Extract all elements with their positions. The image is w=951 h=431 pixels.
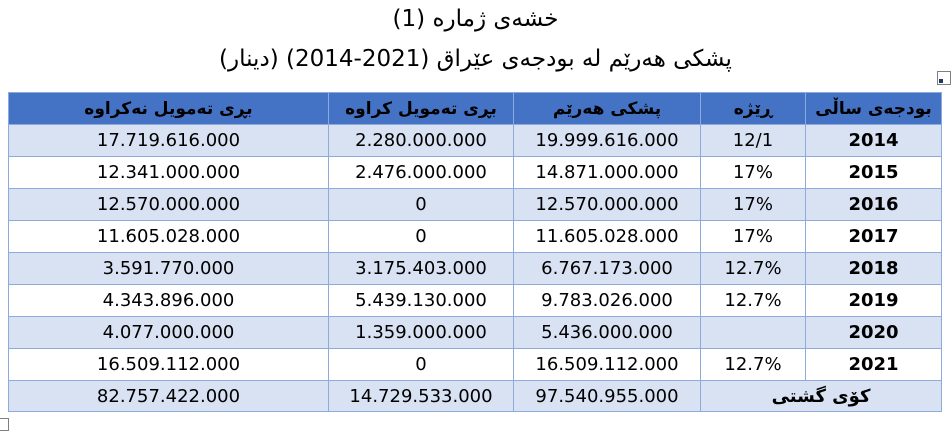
total-funded-value: 14.729.533.000: [328, 380, 514, 412]
cell-year: 2019: [805, 284, 942, 317]
cell-not-funded: 11.605.028.000: [8, 220, 329, 253]
cell-share: 6.767.173.000: [513, 252, 701, 285]
cell-funded: 0: [328, 188, 514, 221]
cell-share: 5.436.000.000: [513, 316, 701, 349]
cell-year: 2016: [805, 188, 942, 221]
col-header-funded: بڕی تەمویل کراوە: [328, 92, 514, 125]
cell-funded: 3.175.403.000: [328, 252, 514, 285]
cell-not-funded: 3.591.770.000: [8, 252, 329, 285]
table-row: 2017 17% 11.605.028.000 0 11.605.028.000: [8, 220, 942, 253]
cell-share: 19.999.616.000: [513, 124, 701, 157]
table-row: 2014 12/1 19.999.616.000 2.280.000.000 1…: [8, 124, 942, 157]
cell-year: 2015: [805, 156, 942, 189]
table-move-handle[interactable]: [937, 71, 951, 85]
table-row: 2019 12.7% 9.783.026.000 5.439.130.000 4…: [8, 284, 942, 317]
table-resize-handle[interactable]: [0, 418, 9, 431]
col-header-share: پشکی هەرێم: [513, 92, 701, 125]
cell-not-funded: 4.343.896.000: [8, 284, 329, 317]
cell-year: 2020: [805, 316, 942, 349]
cell-share: 14.871.000.000: [513, 156, 701, 189]
table-row: 2016 17% 12.570.000.000 0 12.570.000.000: [8, 188, 942, 221]
cell-share: 16.509.112.000: [513, 348, 701, 381]
cell-funded: 2.476.000.000: [328, 156, 514, 189]
cell-not-funded: 16.509.112.000: [8, 348, 329, 381]
cell-ratio: 17%: [700, 188, 806, 221]
cell-year: 2021: [805, 348, 942, 381]
col-header-ratio: ڕێژە: [700, 92, 806, 125]
col-header-not-funded: بڕی تەمویل نەکراوە: [8, 92, 329, 125]
cell-share: 11.605.028.000: [513, 220, 701, 253]
cell-ratio: 17%: [700, 156, 806, 189]
title-line-2: پشکی هەرێم لە بودجەی عێراق (2021-2014) (…: [219, 46, 732, 72]
cell-ratio: 12.7%: [700, 284, 806, 317]
cell-funded: 0: [328, 220, 514, 253]
cell-funded: 0: [328, 348, 514, 381]
cell-share: 9.783.026.000: [513, 284, 701, 317]
table-row: 2021 12.7% 16.509.112.000 0 16.509.112.0…: [8, 348, 942, 381]
col-header-year: بودجەی ساڵی: [805, 92, 942, 125]
cell-year: 2014: [805, 124, 942, 157]
budget-table: بودجەی ساڵی ڕێژە پشکی هەرێم بڕی تەمویل ک…: [8, 92, 942, 412]
cell-funded: 2.280.000.000: [328, 124, 514, 157]
cell-ratio: 17%: [700, 220, 806, 253]
total-not-funded-value: 82.757.422.000: [8, 380, 329, 412]
header-row: بودجەی ساڵی ڕێژە پشکی هەرێم بڕی تەمویل ک…: [8, 92, 942, 125]
cell-not-funded: 12.341.000.000: [8, 156, 329, 189]
cell-year: 2018: [805, 252, 942, 285]
cell-share: 12.570.000.000: [513, 188, 701, 221]
cell-not-funded: 12.570.000.000: [8, 188, 329, 221]
document-title: خشەی ژمارە (1) پشکی هەرێم لە بودجەی عێرا…: [0, 0, 951, 80]
total-label: کۆی گشتی: [700, 380, 942, 412]
cell-funded: 5.439.130.000: [328, 284, 514, 317]
cell-funded: 1.359.000.000: [328, 316, 514, 349]
cell-ratio: 12/1: [700, 124, 806, 157]
total-share-value: 97.540.955.000: [513, 380, 701, 412]
cell-year: 2017: [805, 220, 942, 253]
table-row: 2015 17% 14.871.000.000 2.476.000.000 12…: [8, 156, 942, 189]
table-row: 2020 5.436.000.000 1.359.000.000 4.077.0…: [8, 316, 942, 349]
table-body: 2014 12/1 19.999.616.000 2.280.000.000 1…: [8, 124, 942, 381]
title-line-1: خشەی ژمارە (1): [392, 6, 559, 32]
table-row: 2018 12.7% 6.767.173.000 3.175.403.000 3…: [8, 252, 942, 285]
cell-ratio: 12.7%: [700, 348, 806, 381]
total-row: کۆی گشتی 97.540.955.000 14.729.533.000 8…: [8, 380, 942, 412]
cell-not-funded: 4.077.000.000: [8, 316, 329, 349]
cell-not-funded: 17.719.616.000: [8, 124, 329, 157]
cell-ratio: 12.7%: [700, 252, 806, 285]
cell-ratio: [700, 316, 806, 349]
